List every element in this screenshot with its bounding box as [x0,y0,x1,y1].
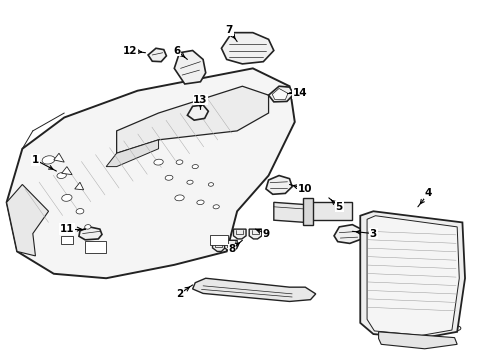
Text: 10: 10 [298,184,313,194]
Ellipse shape [369,217,378,222]
Polygon shape [224,240,237,251]
Polygon shape [367,216,459,336]
Polygon shape [62,167,72,175]
Ellipse shape [182,58,187,61]
Text: 14: 14 [293,88,307,98]
Ellipse shape [192,165,198,168]
Ellipse shape [165,175,173,180]
Text: 13: 13 [193,95,208,105]
Ellipse shape [454,326,461,330]
Polygon shape [303,198,313,225]
Polygon shape [213,240,225,251]
Polygon shape [379,332,457,349]
Ellipse shape [154,159,163,165]
Text: 8: 8 [228,244,236,254]
Ellipse shape [231,39,238,43]
Ellipse shape [175,195,184,201]
Text: 6: 6 [173,45,180,55]
Polygon shape [221,33,274,64]
Polygon shape [174,50,206,84]
Text: 3: 3 [370,229,377,239]
Ellipse shape [176,160,183,165]
Polygon shape [274,202,305,222]
Text: 7: 7 [225,26,233,35]
Polygon shape [79,227,102,240]
Text: 12: 12 [122,45,137,55]
Text: 4: 4 [425,188,432,198]
Polygon shape [269,86,294,102]
Polygon shape [249,229,262,239]
Ellipse shape [62,194,72,201]
Polygon shape [7,184,49,256]
Ellipse shape [42,156,55,164]
Polygon shape [117,86,269,153]
Polygon shape [311,202,352,220]
Ellipse shape [85,225,91,229]
Polygon shape [187,105,208,120]
Text: 9: 9 [262,229,270,239]
Ellipse shape [190,71,195,75]
Text: 2: 2 [176,289,183,299]
Ellipse shape [231,54,238,58]
Ellipse shape [193,62,198,66]
Ellipse shape [208,183,214,186]
Text: 1: 1 [32,155,39,165]
Bar [85,242,106,253]
Ellipse shape [187,180,193,184]
Text: 11: 11 [60,224,74,234]
Ellipse shape [252,54,259,58]
Polygon shape [266,176,292,194]
Polygon shape [272,89,288,100]
Bar [61,236,73,244]
Polygon shape [334,225,363,243]
Ellipse shape [57,172,66,179]
Polygon shape [360,211,465,338]
Polygon shape [193,278,316,301]
Ellipse shape [455,223,462,228]
Ellipse shape [370,316,379,321]
Ellipse shape [194,110,201,114]
Ellipse shape [213,205,220,209]
Bar [210,235,228,245]
Ellipse shape [197,200,204,204]
Ellipse shape [252,39,259,43]
Polygon shape [7,68,295,278]
Polygon shape [106,140,159,167]
Text: 5: 5 [336,202,343,212]
Polygon shape [233,229,246,239]
Polygon shape [54,153,64,162]
Polygon shape [75,182,84,190]
Polygon shape [148,48,167,62]
Ellipse shape [76,208,84,214]
